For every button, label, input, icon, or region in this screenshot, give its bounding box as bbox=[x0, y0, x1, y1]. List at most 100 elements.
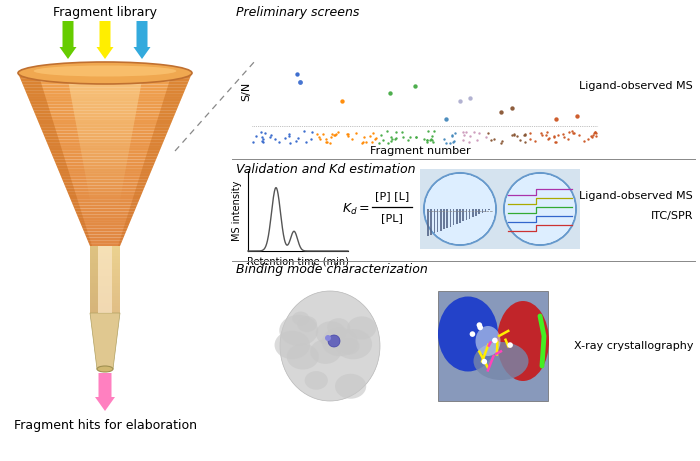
Polygon shape bbox=[61, 177, 149, 180]
Ellipse shape bbox=[274, 331, 310, 359]
Polygon shape bbox=[160, 111, 176, 113]
Circle shape bbox=[508, 342, 513, 348]
Polygon shape bbox=[136, 185, 145, 189]
Polygon shape bbox=[40, 125, 170, 128]
Polygon shape bbox=[90, 246, 98, 313]
Point bbox=[465, 133, 476, 140]
Point bbox=[265, 133, 276, 141]
Polygon shape bbox=[90, 310, 120, 313]
Polygon shape bbox=[83, 162, 127, 165]
Point bbox=[563, 129, 574, 136]
Polygon shape bbox=[90, 306, 120, 310]
Polygon shape bbox=[84, 168, 126, 171]
Polygon shape bbox=[90, 279, 120, 283]
Polygon shape bbox=[78, 134, 132, 136]
Polygon shape bbox=[42, 130, 57, 134]
Polygon shape bbox=[141, 168, 153, 171]
Point bbox=[325, 139, 336, 147]
Polygon shape bbox=[128, 212, 134, 214]
Polygon shape bbox=[77, 128, 133, 130]
Polygon shape bbox=[36, 116, 174, 119]
Polygon shape bbox=[36, 116, 52, 119]
Polygon shape bbox=[90, 269, 120, 273]
Polygon shape bbox=[42, 130, 168, 134]
Polygon shape bbox=[167, 84, 187, 88]
Point bbox=[337, 97, 348, 105]
Polygon shape bbox=[72, 203, 138, 206]
Point bbox=[360, 138, 372, 145]
Polygon shape bbox=[129, 208, 136, 212]
Polygon shape bbox=[78, 136, 132, 139]
Ellipse shape bbox=[497, 301, 549, 381]
Point bbox=[333, 129, 344, 136]
Polygon shape bbox=[54, 160, 66, 162]
Point bbox=[512, 133, 523, 140]
Point bbox=[447, 132, 458, 140]
Polygon shape bbox=[98, 246, 112, 313]
Point bbox=[284, 130, 295, 137]
Polygon shape bbox=[71, 200, 139, 203]
Polygon shape bbox=[70, 90, 140, 93]
Polygon shape bbox=[169, 79, 190, 82]
Point bbox=[519, 131, 530, 139]
Point bbox=[369, 135, 380, 142]
Point bbox=[428, 138, 439, 145]
Point bbox=[461, 129, 472, 136]
Point bbox=[582, 135, 594, 142]
Bar bbox=[500, 169, 580, 249]
Polygon shape bbox=[83, 165, 127, 168]
Polygon shape bbox=[150, 139, 164, 142]
Point bbox=[519, 138, 531, 146]
Polygon shape bbox=[69, 194, 141, 197]
Point bbox=[383, 139, 394, 146]
Bar bbox=[420, 169, 500, 249]
Point bbox=[284, 139, 295, 146]
Polygon shape bbox=[89, 194, 121, 197]
Polygon shape bbox=[90, 249, 120, 253]
Polygon shape bbox=[52, 157, 65, 160]
Polygon shape bbox=[84, 231, 88, 235]
Point bbox=[585, 132, 596, 139]
Polygon shape bbox=[44, 136, 59, 139]
Point bbox=[489, 136, 500, 143]
Polygon shape bbox=[19, 76, 191, 79]
Polygon shape bbox=[32, 107, 50, 111]
Point bbox=[506, 104, 517, 111]
Polygon shape bbox=[83, 229, 88, 231]
Point bbox=[558, 133, 569, 141]
Text: Ligand-observed MS: Ligand-observed MS bbox=[580, 191, 693, 201]
Polygon shape bbox=[85, 235, 90, 237]
Bar bbox=[440, 209, 442, 231]
Ellipse shape bbox=[335, 374, 366, 399]
Point bbox=[256, 137, 267, 144]
Polygon shape bbox=[55, 162, 155, 165]
Point bbox=[449, 129, 461, 136]
Point bbox=[409, 82, 420, 89]
Polygon shape bbox=[71, 99, 139, 102]
Point bbox=[542, 135, 554, 142]
FancyArrow shape bbox=[134, 21, 150, 59]
Polygon shape bbox=[29, 99, 47, 102]
Polygon shape bbox=[25, 90, 44, 93]
Polygon shape bbox=[74, 208, 81, 212]
Bar bbox=[463, 209, 464, 221]
Text: [P] [L]: [P] [L] bbox=[375, 191, 409, 201]
Polygon shape bbox=[90, 293, 120, 296]
Polygon shape bbox=[67, 76, 143, 79]
Point bbox=[391, 129, 402, 136]
Polygon shape bbox=[50, 151, 63, 154]
Polygon shape bbox=[132, 200, 139, 203]
Point bbox=[485, 136, 496, 144]
Point bbox=[346, 136, 357, 143]
Text: Binding mode characterization: Binding mode characterization bbox=[236, 263, 428, 276]
Polygon shape bbox=[67, 191, 76, 194]
Point bbox=[553, 131, 564, 138]
Ellipse shape bbox=[335, 329, 372, 359]
Polygon shape bbox=[50, 151, 160, 154]
Polygon shape bbox=[40, 125, 55, 128]
Point bbox=[255, 129, 266, 136]
Polygon shape bbox=[41, 128, 169, 130]
Point bbox=[458, 136, 469, 144]
Point bbox=[321, 136, 332, 143]
Polygon shape bbox=[69, 197, 141, 200]
